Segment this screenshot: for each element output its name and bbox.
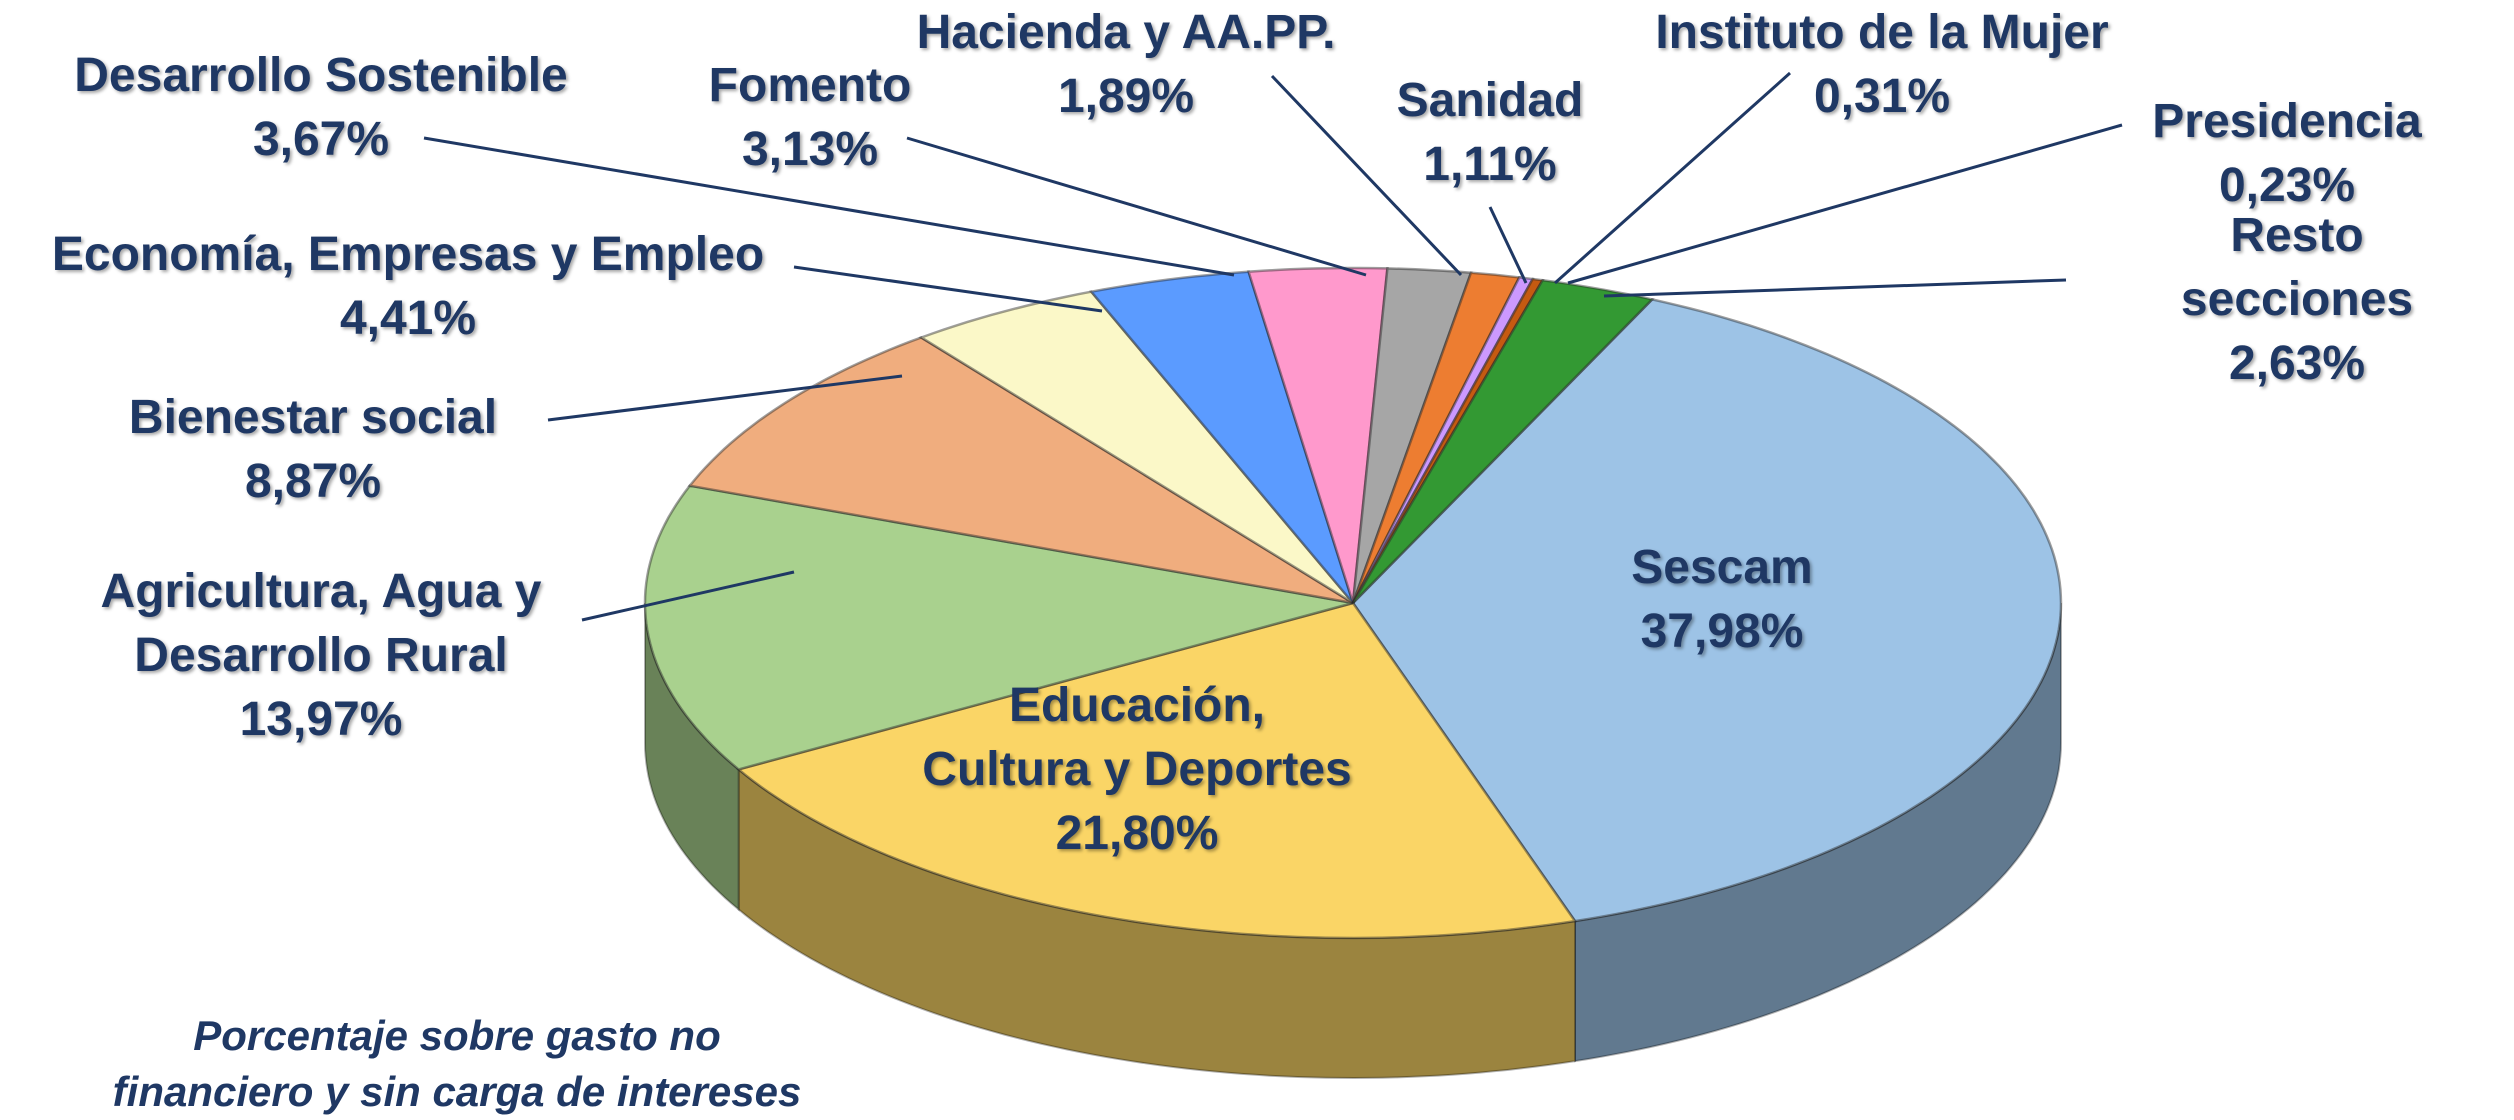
leader-line [1554, 71, 1791, 285]
slice-name: Agricultura, Agua y Desarrollo Rural [100, 565, 542, 682]
slice-label: Sanidad 1,11% [1397, 69, 1584, 197]
slice-name: Fomento [708, 59, 912, 112]
slice-value: 4,41% [339, 292, 477, 345]
slice-value: 0,31% [1813, 70, 1951, 123]
slice-value: 37,98% [1640, 605, 1804, 658]
slice-name: Economía, Empresas y Empleo [51, 228, 765, 281]
slice-value: 1,11% [1423, 138, 1557, 191]
slice-name: Hacienda y AA.PP. [916, 6, 1336, 59]
slice-value: 2,63% [2228, 337, 2366, 390]
slice [1351, 298, 2063, 923]
slice [735, 601, 1578, 940]
slice-value: 21,80% [1055, 807, 1219, 860]
slice-value: 3,13% [741, 123, 879, 176]
slice [687, 336, 1354, 605]
slice-label: Fomento 3,13% [709, 54, 912, 182]
leader-line [1603, 278, 2067, 298]
slice [1351, 267, 1473, 604]
slice-label: Desarrollo Sostenible 3,67% [74, 44, 567, 172]
slice-label: Hacienda y AA.PP. 1,89% [917, 1, 1336, 129]
slice-value: 0,23% [2218, 159, 2356, 212]
page: Porcentaje sobre gasto no financiero y s… [51, 1, 2422, 1115]
slice [643, 484, 1354, 771]
slice-label: Sescam 37,98% [1631, 536, 1812, 664]
footnote: Porcentaje sobre gasto no financiero y s… [112, 1012, 802, 1115]
slice-value: 3,67% [252, 113, 390, 166]
slice-value: 8,87% [244, 455, 382, 508]
pie-tops [643, 266, 2063, 940]
slice-name: Sescam [1631, 541, 1813, 594]
slice-label: Presidencia 0,23% [2152, 90, 2421, 218]
slice-value: 13,97% [239, 693, 403, 746]
slice-name: Sanidad [1396, 74, 1584, 127]
slice-label: Educación, Cultura y Deportes 21,80% [922, 674, 1351, 866]
slice-label: Bienestar social 8,87% [129, 386, 497, 514]
leader-line [1270, 74, 1463, 277]
slice-name: Educación, Cultura y Deportes [922, 679, 1352, 796]
slice-label: Instituto de la Mujer 0,31% [1655, 1, 2108, 129]
leader-line [906, 136, 1367, 277]
slice-label: Agricultura, Agua y Desarrollo Rural 13,9… [101, 560, 542, 752]
slice [1246, 266, 1389, 604]
slice-name: Instituto de la Mujer [1655, 6, 2109, 59]
slice [1351, 278, 1655, 604]
leader-line [547, 374, 903, 422]
slice-label: Economía, Empresas y Empleo 4,41% [52, 223, 764, 351]
leader-line [1567, 123, 2123, 285]
leader-line [423, 136, 1235, 277]
slice-name: Presidencia [2152, 95, 2422, 148]
slice-name: Resto secciones [2180, 209, 2414, 326]
slice-label: Resto secciones 2,63% [2181, 204, 2413, 396]
pie-sides [644, 602, 2062, 1080]
slice-name: Desarrollo Sostenible [74, 49, 568, 102]
leader-line [1488, 206, 1528, 284]
slice-name: Bienestar social [128, 391, 498, 444]
slice-value: 1,89% [1057, 70, 1195, 123]
chart [423, 71, 2123, 1080]
slice [918, 290, 1354, 605]
leader-line [581, 570, 795, 622]
leader-line [793, 265, 1103, 313]
